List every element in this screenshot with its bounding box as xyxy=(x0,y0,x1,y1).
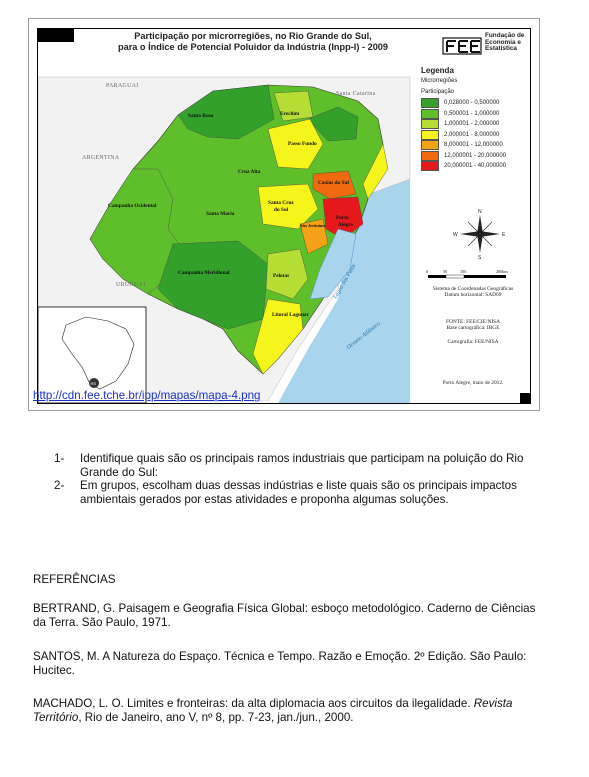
legend-label: 2,000001 - 8,000000 xyxy=(444,131,500,138)
legend-subtitle: Microrregiões xyxy=(421,78,458,84)
reference-item: SANTOS, M. A Natureza do Espaço. Técnica… xyxy=(33,650,527,677)
activity-number: 2- xyxy=(54,479,65,493)
map-title-line1: Participação por microrregiões, no Rio G… xyxy=(134,31,372,41)
logo-text-line: Economia e xyxy=(485,38,521,46)
legend-label: 1,000001 - 2,000000 xyxy=(444,121,500,128)
legend-label: 0,500001 - 1,000000 xyxy=(444,110,500,117)
inset-rs-label: RS xyxy=(91,381,97,386)
compass-w: W xyxy=(453,232,458,238)
label-santa-cruz: Santa Cruz xyxy=(268,200,294,206)
inset-brazil xyxy=(61,316,135,390)
inset-rs-marker xyxy=(89,378,99,388)
compass-s: S xyxy=(478,255,482,261)
compass-icon xyxy=(460,215,500,253)
label-litoral-lagunar: Litoral Lagunar xyxy=(272,312,310,318)
label-cruz-alta: Cruz Alta xyxy=(238,169,261,175)
corner-mark xyxy=(38,29,74,42)
legend-row: 8,000001 - 12,000000 xyxy=(421,140,526,151)
reference-text: MACHADO, L. O. Limites e fronteiras: da … xyxy=(33,697,474,710)
scale-tick: 50 xyxy=(443,269,447,274)
logo-text-line: Estatística xyxy=(485,45,517,53)
label-paraguai: PARAGUAI xyxy=(106,83,139,89)
label-argentina: ARGENTINA xyxy=(82,155,120,161)
map-title-line2: para o Índice de Potencial Poluidor da I… xyxy=(117,42,389,52)
activity-list: 1- Identifique quais são os principais r… xyxy=(46,452,551,506)
activity-item: 2- Em grupos, escolham duas dessas indús… xyxy=(46,479,551,506)
source-line: FONTE: FEE/CIE/NISA xyxy=(445,319,501,325)
map-figure: Participação por microrregiões, no Rio G… xyxy=(28,18,540,411)
legend-row: 12,000001 - 20,000000 xyxy=(421,150,526,162)
legend-label: 0,028000 - 0,500000 xyxy=(444,100,500,107)
reference-text: , Rio de Janeiro, ano V, nº 8, pp. 7-23,… xyxy=(78,710,354,724)
legend-swatch xyxy=(421,119,439,130)
legend-row: 20,000001 - 40,000000 xyxy=(421,161,526,172)
map-source-link[interactable]: http://cdn.fee.tche.br/ipp/mapas/mapa-4.… xyxy=(33,389,261,402)
legend-swatch xyxy=(421,150,439,161)
reference-journal: Revista Território xyxy=(33,697,513,724)
legend-label: 20,000001 - 40,000000 xyxy=(444,163,507,170)
reference-item: BERTRAND, G. Paisagem e Geografia Física… xyxy=(33,602,536,629)
source-line: Base cartográfica: IBGE xyxy=(446,325,500,332)
legend-title: Legenda xyxy=(421,66,454,75)
scale-tick: 0 xyxy=(426,269,428,274)
map-legend: Legenda Microrregiões Participação 0,028… xyxy=(421,66,526,172)
projection-note: Sistema de Coordenadas Geográficas Datum… xyxy=(420,286,526,299)
legend-swatch xyxy=(421,98,439,109)
date-place-note: Porto Alegre, maio de 2012. xyxy=(442,380,504,386)
label-campanha-ocidental: Campanha Ocidental xyxy=(108,203,157,209)
label-pelotas: Pelotas xyxy=(273,273,289,279)
legend-subtitle-2: Participação xyxy=(421,89,455,95)
legend-label: 12,000001 - 20,000000 xyxy=(444,152,507,159)
map-title: Participação por microrregiões, no Rio G… xyxy=(98,31,408,53)
corner-mark xyxy=(520,393,530,403)
label-santa-maria: Santa Maria xyxy=(206,211,235,217)
legend-row: 0,500001 - 1,000000 xyxy=(421,108,526,120)
label-passo-fundo: Passo Fundo xyxy=(288,141,317,147)
legend-row: 2,000001 - 8,000000 xyxy=(421,129,526,141)
references-heading: REFERÊNCIAS xyxy=(33,573,116,586)
cartography-note: Cartografia: FEE/NISA xyxy=(447,339,499,345)
label-uruguai: URUGUAI xyxy=(116,282,146,288)
label-sao-jeronimo: São Jerônimo xyxy=(300,223,327,228)
legend-swatch xyxy=(421,161,439,172)
fee-logo xyxy=(442,37,482,55)
legend-swatch xyxy=(421,140,439,151)
legend-row: 0,028000 - 0,500000 xyxy=(421,98,526,109)
label-santa-rosa: Santa Rosa xyxy=(188,113,214,119)
activity-text: Em grupos, escolham duas dessas indústri… xyxy=(80,479,517,506)
legend-swatch xyxy=(421,108,439,119)
fee-logo-text: Fundação de Economia e Estatística xyxy=(485,32,525,53)
legend-row: 1,000001 - 2,000000 xyxy=(421,119,526,130)
legend-swatch xyxy=(421,129,439,140)
map-frame: Participação por microrregiões, no Rio G… xyxy=(37,28,531,404)
label-caxias: Caxias do Sul xyxy=(318,180,349,186)
scale-tick: 200km xyxy=(496,269,508,274)
scale-bar xyxy=(428,274,506,279)
reference-item: MACHADO, L. O. Limites e fronteiras: da … xyxy=(33,697,543,724)
label-porto-alegre: Porto xyxy=(336,215,349,221)
compass-n: N xyxy=(478,209,482,215)
projection-line: Sistema de Coordenadas Geográficas xyxy=(432,286,514,292)
label-santa-catarina: Santa Catarina xyxy=(336,91,376,97)
label-campanha-meridional: Campanha Meridional xyxy=(178,270,230,276)
logo-text-line: Fundação de xyxy=(485,32,525,39)
projection-line: Datum horizontal: SAD69 xyxy=(444,292,502,299)
rs-map: PARAGUAI ARGENTINA URUGUAI Santa Catarin… xyxy=(38,76,508,403)
legend-label: 8,000001 - 12,000000 xyxy=(444,142,503,149)
label-erechim: Erechim xyxy=(280,111,300,117)
compass-e: E xyxy=(502,232,506,238)
activity-item: 1- Identifique quais são os principais r… xyxy=(46,452,551,479)
source-note: FONTE: FEE/CIE/NISA Base cartográfica: I… xyxy=(420,319,526,332)
activity-text: Identifique quais são os principais ramo… xyxy=(80,452,524,479)
activity-number: 1- xyxy=(54,452,65,465)
scale-tick: 100 xyxy=(460,269,466,274)
label-santa-cruz-2: do Sul xyxy=(274,207,289,213)
label-porto-alegre-2: Alegre xyxy=(338,222,354,228)
